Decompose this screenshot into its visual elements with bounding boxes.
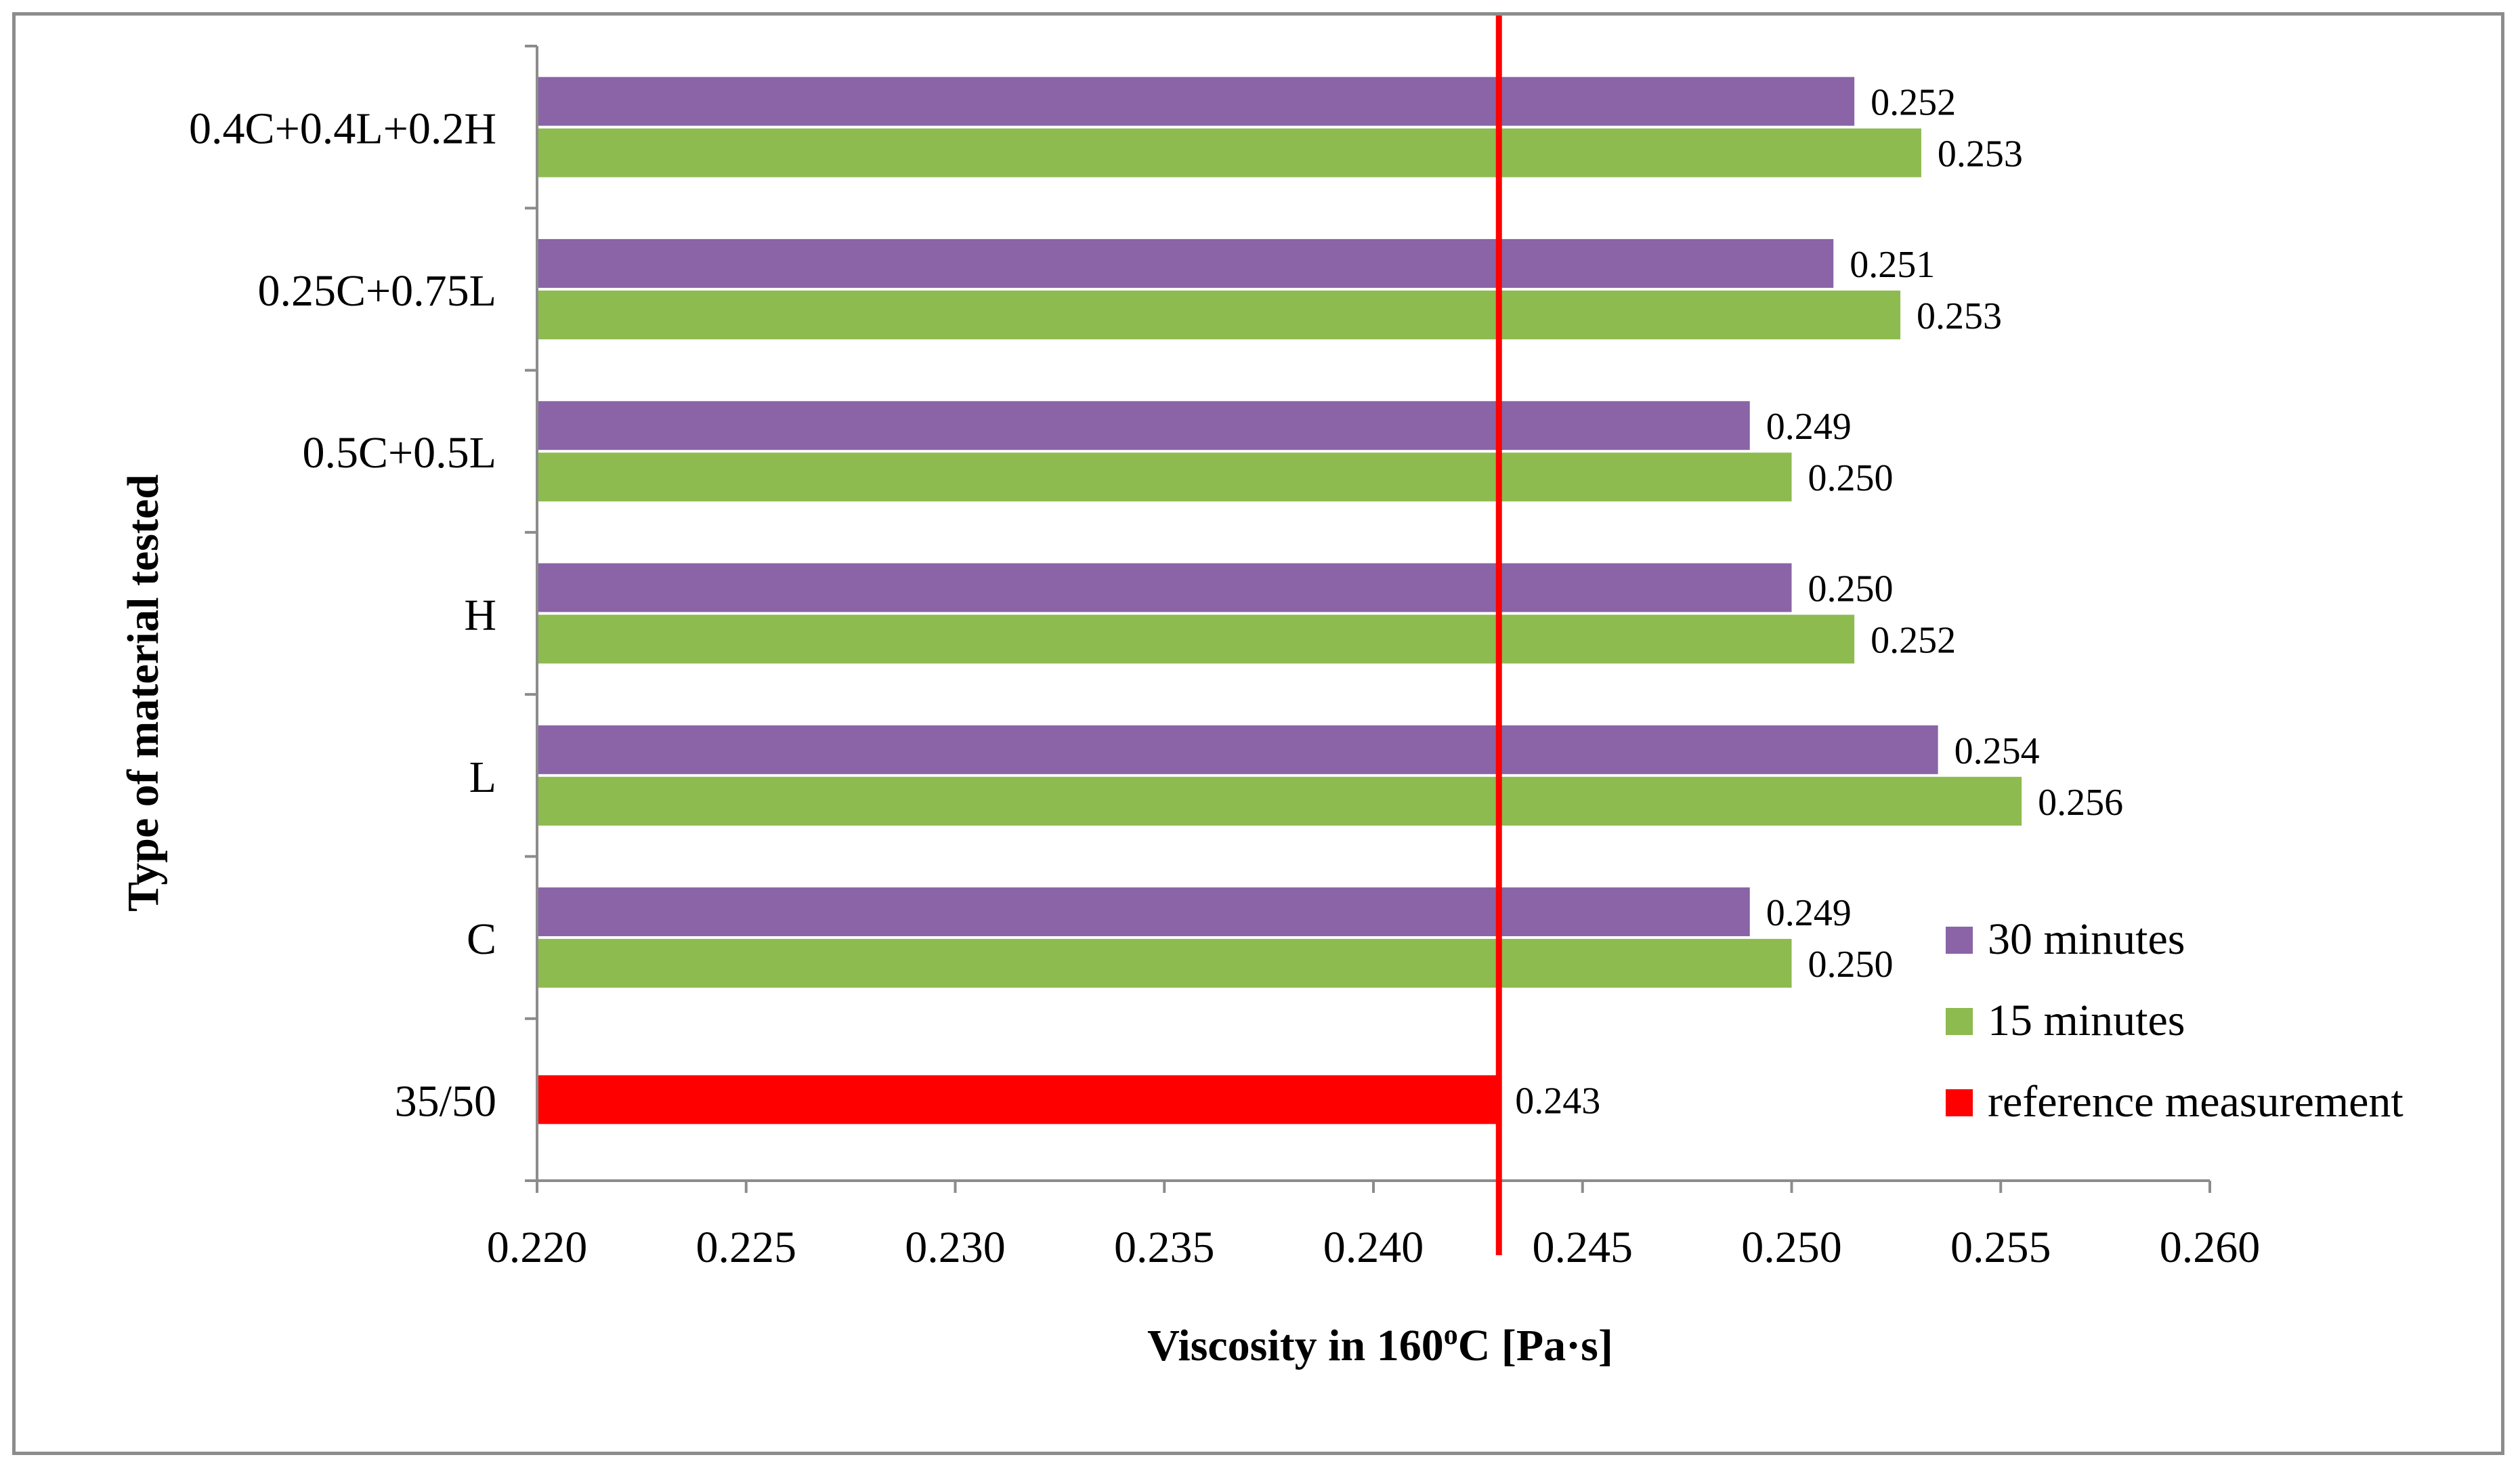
bar-2-1 [537,128,1921,177]
y-axis-title: Type of material tested [119,474,168,912]
data-label-2-5: 0.256 [2038,782,2123,824]
legend-label-1: 30 minutes [1988,914,2185,964]
legend-label-2: 15 minutes [1988,996,2185,1045]
category-label-2: 0.25C+0.75L [257,266,496,316]
x-axis-title-post: C [Pa·s] [1458,1321,1613,1370]
bar-1-2 [537,238,1834,288]
x-tick-label-5: 0.240 [1323,1223,1424,1272]
x-tick-label-7: 0.250 [1741,1223,1842,1272]
data-label-2-2: 0.253 [1917,295,2002,337]
data-label-1-5: 0.254 [1955,730,2040,772]
x-axis-title-pre: Viscosity in 160 [1147,1321,1444,1370]
x-tick-label-1: 0.220 [487,1223,588,1272]
bar-2-4 [537,614,1855,664]
bar-3-7 [537,1075,1499,1124]
legend-swatch-1 [1946,927,1973,954]
category-label-5: L [469,753,496,802]
x-tick-label-2: 0.225 [696,1223,797,1272]
data-label-3-7: 0.243 [1515,1080,1600,1122]
legend: 30 minutes 15 minutes reference measuremen… [1946,914,2404,1126]
category-label-3: 0.5C+0.5L [302,428,496,478]
legend-swatch-3 [1946,1089,1973,1116]
category-label-1: 0.4C+0.4L+0.2H [189,104,496,154]
data-label-2-3: 0.250 [1808,457,1894,499]
data-label-1-1: 0.252 [1871,82,1956,124]
data-label-1-2: 0.251 [1850,244,1935,286]
category-label-4: H [464,591,496,640]
data-label-1-3: 0.249 [1766,406,1852,448]
data-label-1-4: 0.250 [1808,568,1894,610]
x-tick-label-9: 0.260 [2160,1223,2261,1272]
x-tick-label-8: 0.255 [1950,1223,2051,1272]
bar-2-3 [537,452,1792,502]
bar-chart: 0.252 0.253 0.4C+0.4L+0.2H 0.251 0.253 0.25C+… [119,16,2404,1370]
legend-swatch-2 [1946,1008,1973,1035]
category-label-7: 35/50 [395,1076,496,1126]
bar-2-2 [537,290,1901,339]
x-tick-label-4: 0.235 [1114,1223,1215,1272]
x-tick-label-6: 0.245 [1533,1223,1633,1272]
data-label-2-4: 0.252 [1871,620,1956,662]
bar-2-6 [537,939,1792,988]
bar-1-1 [537,77,1855,126]
data-label-2-6: 0.250 [1808,944,1894,986]
x-axis-title-sup: o [1444,1320,1458,1351]
data-label-1-6: 0.249 [1766,892,1852,934]
bar-1-6 [537,887,1750,937]
data-label-2-1: 0.253 [1938,133,2023,175]
x-axis-title: Viscosity in 160oC [Pa·s] [1147,1320,1613,1370]
bar-1-4 [537,563,1792,612]
bar-1-3 [537,401,1750,450]
legend-label-3: reference measurement [1988,1077,2404,1126]
chart-frame: 0.252 0.253 0.4C+0.4L+0.2H 0.251 0.253 0.25C+… [12,12,2504,1455]
bar-1-5 [537,725,1938,774]
bar-2-5 [537,776,2022,826]
category-label-6: C [467,914,496,964]
x-tick-label-3: 0.230 [905,1223,1006,1272]
